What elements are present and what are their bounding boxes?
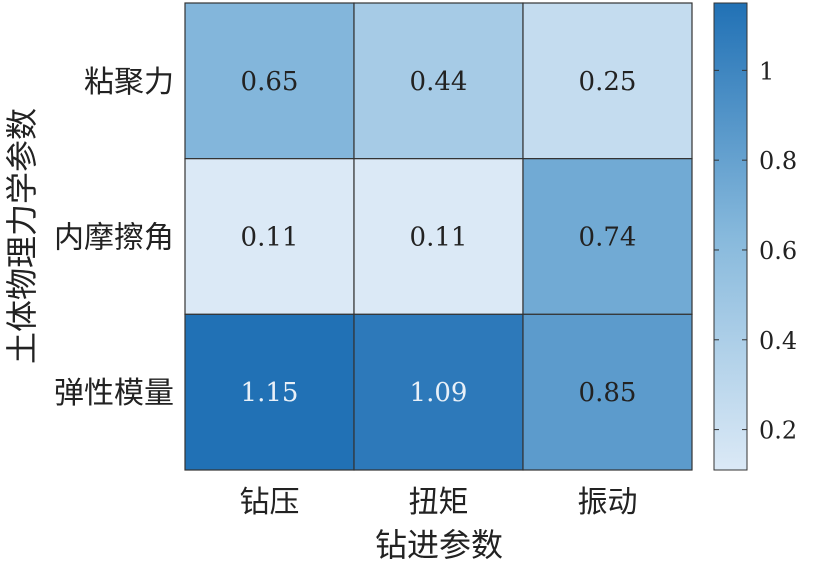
y-tick-label: 弹性模量: [54, 376, 174, 411]
y-tick-label: 粘聚力: [84, 65, 174, 100]
cell-value-label: 0.44: [410, 67, 468, 97]
colorbar-tick-label: 0.8: [759, 147, 797, 175]
heatmap-cells: 0.65 0.44 0.25 0.11 0.11 0.74 1.15 1.09 0.85: [184, 2, 693, 471]
x-axis-label: 钻进参数: [375, 526, 503, 564]
x-tick-label: 振动: [578, 485, 638, 520]
cell-value-label: 0.11: [241, 223, 299, 253]
colorbar-tick-label: 0.4: [759, 327, 797, 355]
y-axis-label: 土体物理力学参数: [3, 108, 41, 364]
x-tick-label: 钻压: [240, 485, 300, 520]
heatmap-cell: [184, 2, 355, 160]
x-tick-labels: 钻压 扭矩 振动: [240, 485, 638, 520]
cell-value-label: 0.74: [579, 223, 637, 253]
cell-value-label: 0.11: [410, 223, 468, 253]
heatmap-cell: [353, 158, 524, 315]
heatmap-cell: [522, 158, 693, 315]
cell-value-label: 0.65: [241, 67, 299, 97]
heatmap-cell: [184, 158, 355, 315]
cell-value-label: 1.09: [410, 378, 468, 408]
colorbar-ticks: 0.2 0.4 0.6 0.8 1: [714, 57, 797, 445]
cell-value-label: 0.25: [579, 67, 637, 97]
x-tick-label: 扭矩: [409, 485, 469, 520]
colorbar-tick-label: 0.6: [759, 237, 797, 265]
heatmap-cell: [353, 313, 524, 471]
y-tick-label: 内摩擦角: [54, 221, 174, 256]
heatmap-cell: [184, 313, 355, 471]
heatmap-cell: [522, 313, 693, 471]
cell-value-label: 1.15: [241, 378, 299, 408]
colorbar: 0.2 0.4 0.6 0.8 1: [713, 2, 797, 471]
heatmap-cell: [353, 2, 524, 160]
colorbar-tick-label: 0.2: [759, 417, 797, 445]
colorbar-tick-label: 1: [759, 57, 774, 85]
cell-value-label: 0.85: [579, 378, 637, 408]
heatmap-cell: [522, 2, 693, 160]
colorbar-gradient: [713, 2, 748, 471]
